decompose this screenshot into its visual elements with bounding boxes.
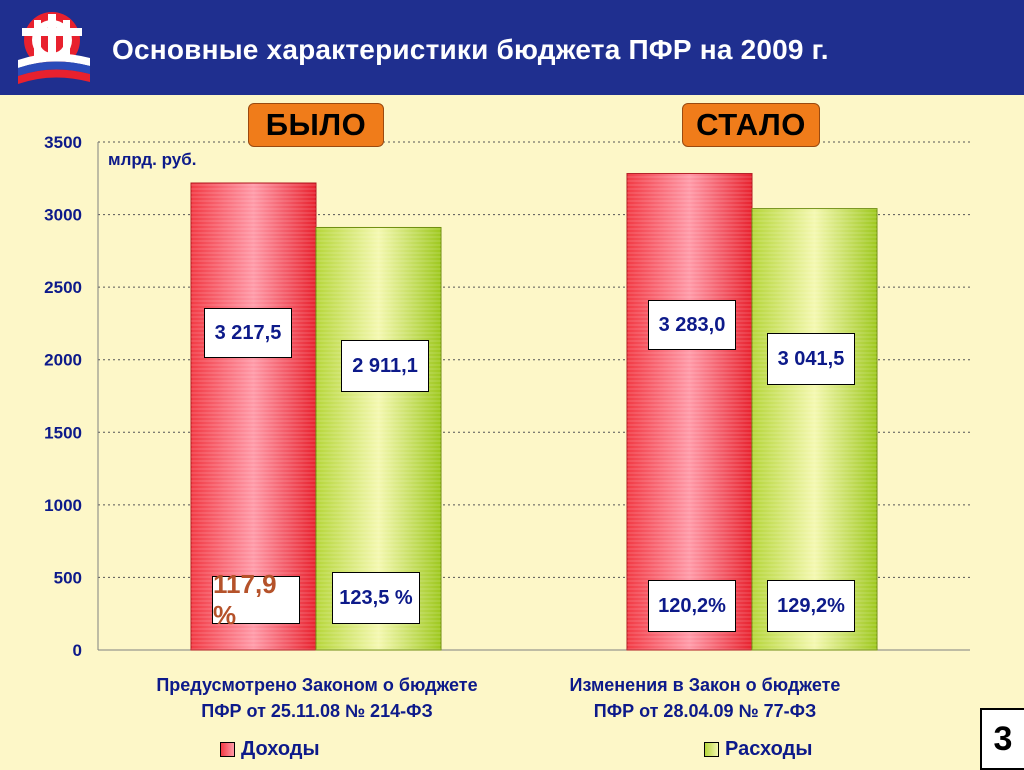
legend-income: Доходы xyxy=(220,738,320,761)
y-tick-label: 1000 xyxy=(44,496,82,515)
bar-chart: 0 500 1000 1500 2000 2500 3000 3500 xyxy=(44,133,970,660)
legend-income-swatch xyxy=(220,742,235,757)
bar-texture xyxy=(191,183,316,650)
category-label-before-line1: Предусмотрено Законом о бюджете xyxy=(156,675,478,695)
legend-expense: Расходы xyxy=(704,738,812,761)
page-title: Основные характеристики бюджета ПФР на 2… xyxy=(112,34,829,65)
category-label-before: Предусмотрено Законом о бюджете ПФР от 2… xyxy=(112,672,522,724)
bar-texture xyxy=(627,173,752,650)
value-label-before-expense: 2 911,1 xyxy=(341,340,429,392)
category-label-before-line2: ПФР от 25.11.08 № 214-ФЗ xyxy=(201,701,433,721)
pct-label-after-income: 120,2% xyxy=(648,580,736,632)
value-label-after-income: 3 283,0 xyxy=(648,300,736,350)
category-label-after: Изменения в Закон о бюджете ПФР от 28.04… xyxy=(520,672,890,724)
category-label-after-line1: Изменения в Закон о бюджете xyxy=(569,675,841,695)
legend-expense-label: Расходы xyxy=(725,738,813,760)
header-bar: Основные характеристики бюджета ПФР на 2… xyxy=(0,0,1024,95)
value-label-after-expense: 3 041,5 xyxy=(767,333,855,385)
y-tick-label: 3000 xyxy=(44,206,82,225)
y-tick-label: 500 xyxy=(54,568,82,587)
bar-texture xyxy=(752,208,877,650)
legend-income-label: Доходы xyxy=(241,738,320,760)
legend-expense-swatch xyxy=(704,742,719,757)
category-label-after-line2: ПФР от 28.04.09 № 77-ФЗ xyxy=(593,701,817,721)
value-label-before-income: 3 217,5 xyxy=(204,308,292,358)
tag-before: БЫЛО xyxy=(248,103,384,147)
pfr-logo-icon xyxy=(18,12,90,84)
y-tick-label: 2000 xyxy=(44,351,82,370)
pct-label-after-expense: 129,2% xyxy=(767,580,855,632)
pct-label-before-expense: 123,5 % xyxy=(332,572,420,624)
y-tick-label: 2500 xyxy=(44,278,82,297)
y-tick-label: 0 xyxy=(73,641,82,660)
y-tick-label: 3500 xyxy=(44,133,82,152)
y-axis-ticks: 0 500 1000 1500 2000 2500 3000 3500 xyxy=(44,133,82,660)
pct-label-before-income: 117,9 % xyxy=(212,569,300,630)
bars xyxy=(190,172,878,651)
tag-after: СТАЛО xyxy=(682,103,820,147)
y-tick-label: 1500 xyxy=(44,423,82,442)
unit-label: млрд. руб. xyxy=(108,150,197,169)
slide-number: 3 xyxy=(980,708,1024,770)
